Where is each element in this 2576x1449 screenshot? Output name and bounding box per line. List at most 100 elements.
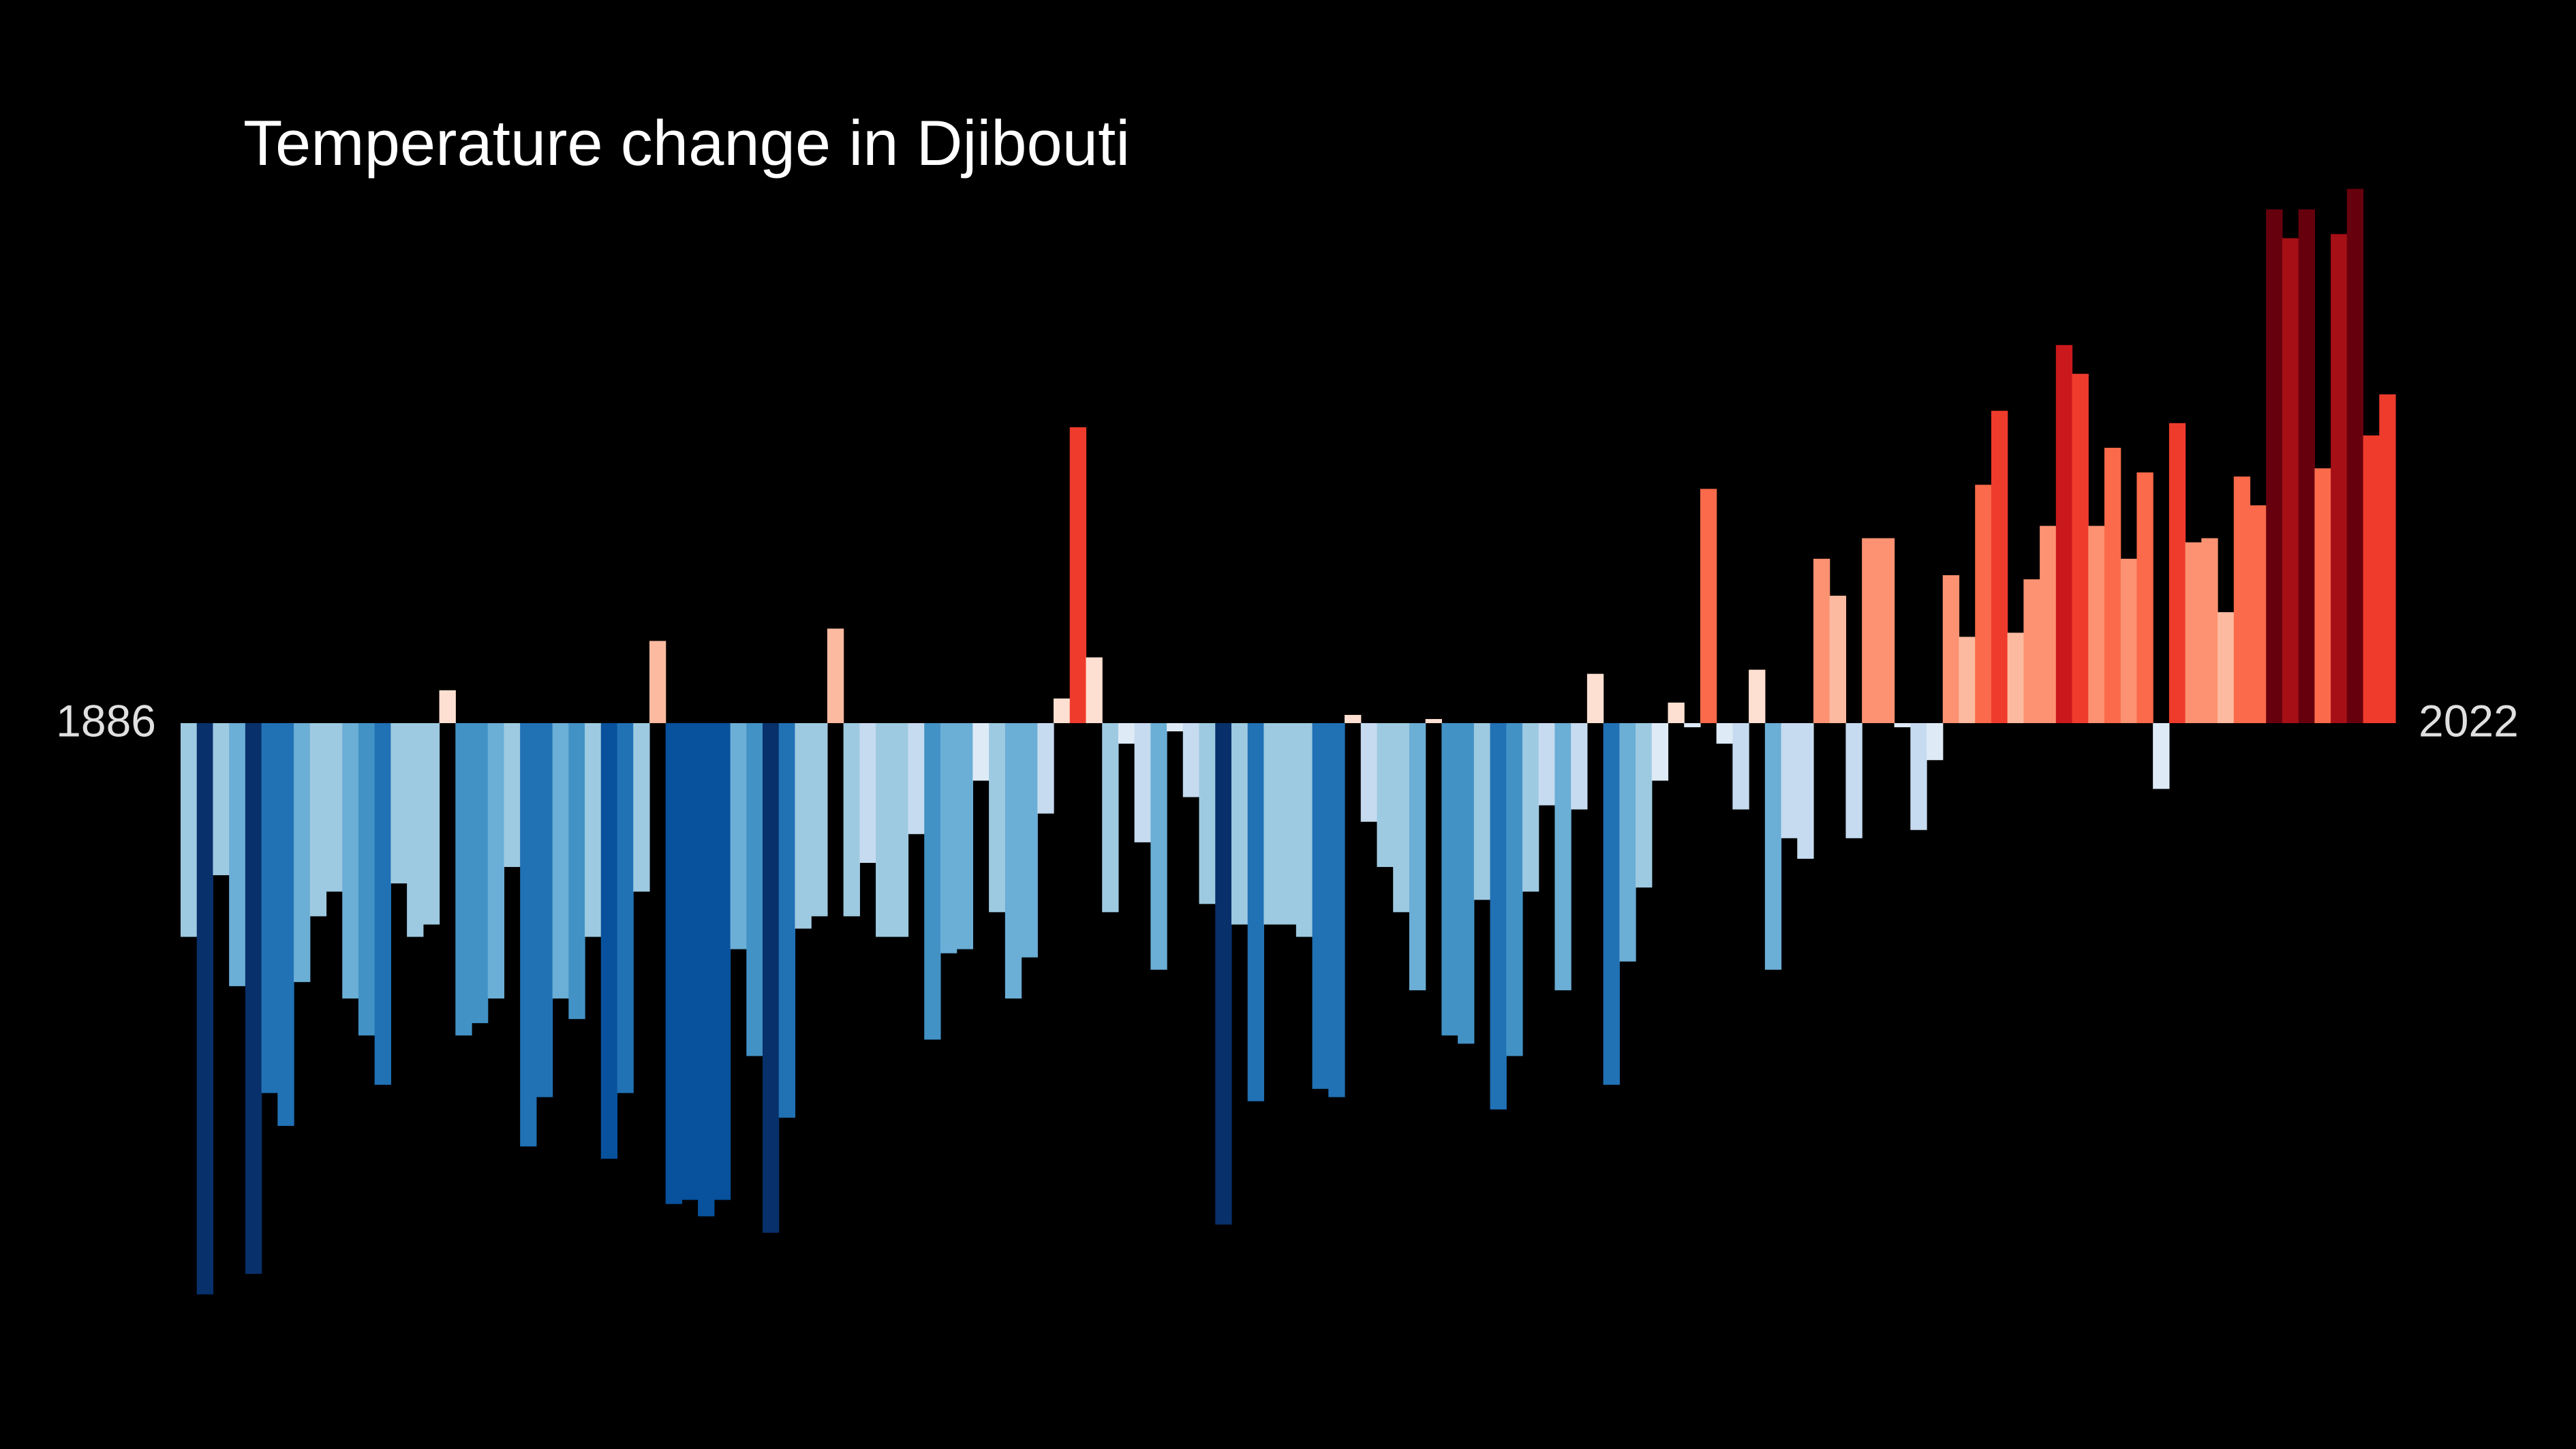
bar xyxy=(1797,723,1814,859)
bar xyxy=(1700,489,1717,723)
bar xyxy=(407,723,424,937)
bar xyxy=(1473,723,1491,900)
bar xyxy=(617,723,634,1093)
bar xyxy=(1490,723,1507,1110)
bar xyxy=(585,723,602,937)
bar xyxy=(649,641,666,723)
bar xyxy=(487,723,505,999)
bar xyxy=(1377,723,1394,868)
bar xyxy=(2218,612,2235,723)
bar xyxy=(520,723,537,1147)
bar xyxy=(1295,723,1313,937)
bar xyxy=(2153,723,2170,789)
bar xyxy=(2266,209,2283,723)
bar xyxy=(1328,723,1345,1097)
bar xyxy=(1603,723,1620,1085)
bar xyxy=(1167,723,1184,732)
bar xyxy=(1134,723,1151,842)
bar xyxy=(891,723,909,937)
bar xyxy=(423,723,440,925)
bar xyxy=(455,723,472,1036)
bar xyxy=(1005,723,1022,999)
bar xyxy=(924,723,941,1040)
bar xyxy=(374,723,391,1085)
bar xyxy=(1586,673,1604,723)
bar xyxy=(1150,723,1167,970)
bar xyxy=(843,723,860,917)
bar xyxy=(1069,427,1087,723)
bar xyxy=(827,628,844,723)
bar xyxy=(2282,238,2299,724)
bar xyxy=(294,723,311,982)
bar xyxy=(2136,472,2153,723)
bar xyxy=(1360,723,1378,822)
bar xyxy=(633,723,650,892)
bar xyxy=(940,723,957,954)
bar xyxy=(1684,723,1701,728)
bar xyxy=(1215,723,1232,1225)
chart-title: Temperature change in Djibouti xyxy=(243,107,1130,179)
bar xyxy=(1231,723,1248,925)
bar xyxy=(876,723,893,937)
bar xyxy=(1636,723,1653,888)
bar xyxy=(1749,669,1766,723)
bar xyxy=(1959,637,1976,723)
bar xyxy=(1102,723,1119,913)
bar xyxy=(1942,575,1960,723)
bar xyxy=(1554,723,1571,990)
bar xyxy=(1247,723,1265,1101)
bar xyxy=(245,723,262,1275)
bar xyxy=(504,723,521,868)
bar xyxy=(1522,723,1539,892)
bar xyxy=(439,690,456,723)
bar xyxy=(196,723,214,1295)
bar xyxy=(2120,558,2138,723)
bar xyxy=(2233,476,2251,723)
bar xyxy=(1991,410,2008,723)
bar xyxy=(261,723,278,1093)
bar xyxy=(1021,723,1038,958)
bar xyxy=(1829,596,1847,723)
bar xyxy=(1199,723,1216,904)
bar xyxy=(2298,209,2315,723)
bar xyxy=(908,723,925,834)
bar xyxy=(1845,723,1862,838)
bar xyxy=(358,723,375,1036)
bar xyxy=(2250,505,2267,723)
bar xyxy=(1312,723,1329,1089)
bar xyxy=(2185,542,2202,723)
bar xyxy=(859,723,876,864)
bar xyxy=(277,723,294,1126)
bar xyxy=(2363,435,2380,723)
bar xyxy=(1263,723,1281,925)
bar xyxy=(1668,702,1685,723)
x-tick-label: 1886 xyxy=(56,695,156,746)
bar xyxy=(1280,723,1297,925)
bar xyxy=(989,723,1006,913)
bar xyxy=(1506,723,1523,1056)
bar xyxy=(229,723,246,986)
bar xyxy=(1393,723,1410,913)
bar xyxy=(1458,723,1475,1044)
bar xyxy=(665,723,683,1204)
bar xyxy=(309,723,327,917)
bar xyxy=(1764,723,1782,970)
bar xyxy=(778,723,796,1118)
bar xyxy=(730,723,747,949)
bar xyxy=(972,723,990,781)
bar xyxy=(763,723,780,1233)
bar xyxy=(1425,718,1442,723)
bar xyxy=(2072,373,2089,723)
bar xyxy=(2168,423,2186,723)
bar xyxy=(746,723,763,1056)
bar xyxy=(2346,189,2364,724)
bar xyxy=(2088,525,2105,723)
bar xyxy=(2040,525,2057,723)
bar xyxy=(1781,723,1798,838)
bar xyxy=(2023,579,2040,723)
bar xyxy=(342,723,359,999)
bar xyxy=(536,723,553,1097)
bar xyxy=(1975,485,1992,723)
bar xyxy=(2055,345,2073,723)
